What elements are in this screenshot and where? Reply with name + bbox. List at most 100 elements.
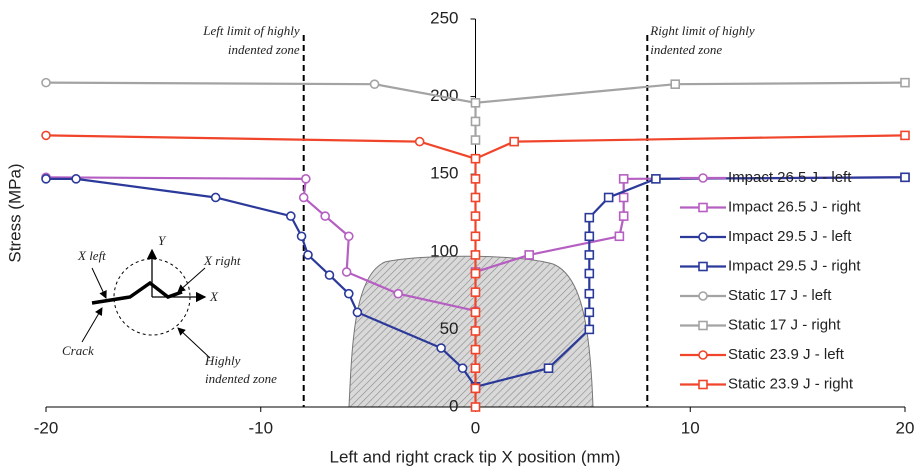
- marker: [509, 136, 519, 147]
- inset-label: Crack: [62, 343, 94, 358]
- inset-arrow: [177, 327, 211, 359]
- inset-diagram: X left Y X right X Crack Highly indented…: [62, 233, 277, 386]
- marker: [900, 172, 910, 183]
- marker: [524, 250, 534, 260]
- marker: [470, 268, 481, 279]
- legend-label: Impact 29.5 J - right: [728, 257, 861, 274]
- marker: [436, 343, 446, 353]
- legend-label: Static 17 J - right: [728, 316, 841, 333]
- marker: [584, 307, 595, 318]
- x-axis-title: Left and right crack tip X position (mm): [329, 447, 620, 466]
- x-tick-label: 20: [896, 418, 915, 437]
- inset-arrow: [177, 267, 206, 293]
- marker: [470, 383, 481, 394]
- legend-marker: [698, 173, 708, 183]
- limit-label: Left limit of highly: [202, 23, 300, 38]
- marker: [470, 231, 481, 242]
- inset-label: X: [209, 289, 219, 304]
- marker: [584, 250, 595, 260]
- series-line: [474, 81, 906, 141]
- marker: [296, 231, 307, 242]
- marker: [470, 135, 481, 145]
- legend-marker: [698, 320, 708, 331]
- inset-label: Y: [158, 233, 167, 248]
- marker: [584, 231, 595, 242]
- marker: [470, 326, 481, 336]
- series-line: [45, 134, 476, 160]
- legend-label: Impact 29.5 J - left: [728, 228, 852, 245]
- marker: [900, 77, 910, 88]
- limit-label: indented zone: [650, 42, 722, 57]
- marker: [584, 268, 595, 279]
- series-line: [45, 81, 476, 104]
- marker: [470, 153, 481, 164]
- marker: [286, 211, 296, 221]
- legend-label: Impact 26.5 J - right: [728, 198, 861, 215]
- marker: [457, 363, 468, 374]
- marker: [324, 270, 335, 280]
- marker: [41, 77, 51, 88]
- marker: [470, 402, 481, 412]
- y-tick-label: 50: [440, 319, 459, 338]
- marker: [651, 174, 661, 184]
- marker: [618, 174, 629, 184]
- legend-marker: [698, 291, 708, 301]
- marker: [584, 288, 595, 299]
- marker: [543, 363, 554, 374]
- marker: [414, 136, 425, 147]
- marker: [584, 212, 595, 223]
- marker: [470, 211, 481, 221]
- y-tick-label: 200: [430, 86, 458, 105]
- marker: [470, 363, 481, 374]
- inset-label: X left: [77, 248, 106, 263]
- marker: [210, 192, 221, 203]
- marker: [470, 307, 481, 318]
- inset-label: X right: [203, 253, 241, 268]
- legend-label: Static 17 J - left: [728, 287, 832, 304]
- x-tick-label: 0: [471, 418, 480, 437]
- legend-marker: [698, 261, 708, 272]
- legend-label: Impact 26.5 J - left: [728, 169, 852, 186]
- y-tick-label: 250: [430, 8, 458, 27]
- x-tick-label: 10: [681, 418, 700, 437]
- marker: [603, 192, 614, 203]
- inset-arrow: [91, 267, 107, 299]
- marker: [584, 324, 595, 335]
- x-tick-label: -10: [248, 418, 273, 437]
- marker: [470, 287, 481, 297]
- y-axis-title: Stress (MPa): [5, 163, 24, 262]
- marker: [343, 288, 354, 299]
- legend-label: Static 23.9 J - right: [728, 375, 854, 392]
- marker: [303, 250, 313, 260]
- x-tick-label: -20: [34, 418, 59, 437]
- legend-marker: [698, 202, 708, 213]
- marker: [670, 79, 681, 89]
- y-tick-label: 0: [449, 396, 458, 415]
- legend-marker: [698, 350, 708, 360]
- marker: [614, 231, 625, 242]
- marker: [352, 307, 363, 318]
- marker: [470, 344, 481, 355]
- marker: [470, 174, 481, 184]
- series-line: [475, 176, 906, 388]
- marker: [341, 267, 352, 277]
- limit-label: indented zone: [228, 42, 300, 57]
- marker: [298, 192, 309, 203]
- series-line: [46, 177, 477, 388]
- marker: [618, 211, 629, 221]
- inset-label: indented zone: [205, 371, 277, 386]
- marker: [369, 79, 380, 89]
- legend-marker: [698, 379, 708, 390]
- legend-label: Static 23.9 J - left: [728, 346, 845, 363]
- y-tick-label: 100: [430, 241, 458, 260]
- marker: [900, 130, 910, 141]
- series-line: [474, 134, 906, 407]
- y-tick-label: 150: [430, 164, 458, 183]
- marker: [470, 98, 481, 108]
- marker: [301, 174, 311, 184]
- marker: [470, 250, 481, 260]
- marker: [393, 288, 403, 299]
